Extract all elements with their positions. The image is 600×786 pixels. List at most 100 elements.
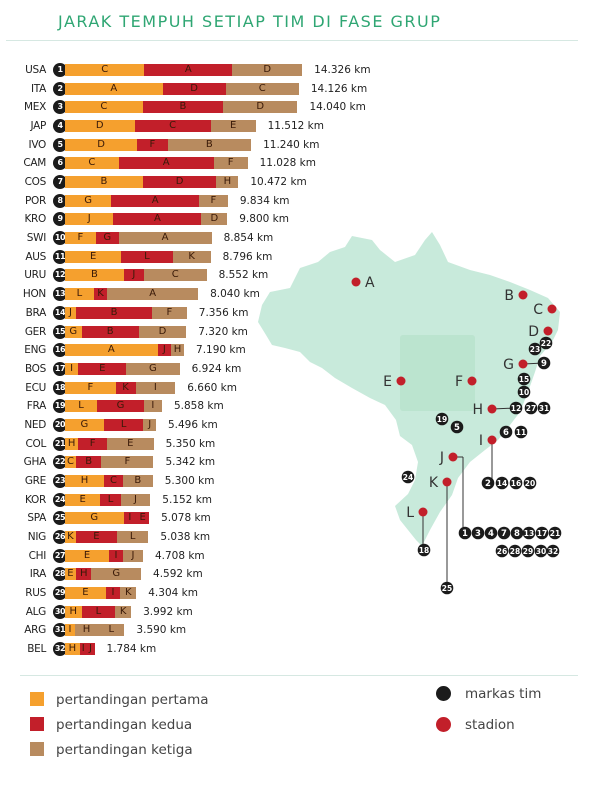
total-distance-label: 4.592 km: [153, 568, 203, 581]
team-number-badge: 32: [53, 642, 67, 657]
stadium-label: B: [504, 288, 514, 304]
team-hq-number: 28: [510, 547, 520, 556]
bar-segment-j: J: [65, 213, 114, 226]
team-number-badge: 1: [53, 63, 67, 77]
legend-label: markas tim: [465, 686, 542, 702]
bar-segment-b: B: [75, 306, 153, 319]
bar-segment-f: F: [78, 437, 108, 450]
bar-segment-j: J: [86, 643, 95, 656]
total-distance-label: 5.078 km: [161, 512, 211, 525]
stadium-marker-i: [487, 435, 497, 445]
team-code: ECU: [25, 381, 46, 394]
team-code: FRA: [26, 400, 47, 413]
divider: [20, 675, 578, 676]
team-hq-marker: [497, 526, 511, 540]
team-code: URU: [24, 269, 46, 282]
team-hq-marker: [509, 401, 523, 415]
total-distance-label: 5.496 km: [167, 418, 218, 431]
total-distance-label: 8.796 km: [222, 250, 273, 263]
total-distance-label: 5.342 km: [165, 456, 216, 469]
bar-segment-g: G: [65, 418, 104, 431]
team-hq-number: 4: [488, 529, 494, 539]
team-hq-marker: [546, 544, 560, 558]
team-code: ALG: [25, 605, 47, 618]
bar-segment-j: J: [65, 306, 76, 319]
team-number-badge: 27: [53, 548, 67, 563]
team-hq-marker: [535, 526, 549, 540]
bar-segment-d: D: [232, 64, 303, 76]
team-hq-marker: [523, 476, 537, 490]
bar-segment-g: G: [65, 194, 112, 207]
team-hq-number: 7: [501, 529, 507, 539]
legend-label: stadion: [465, 717, 515, 733]
team-hq-marker: [528, 342, 542, 356]
team-hq-marker: [537, 401, 551, 415]
team-hq-marker: [537, 356, 551, 370]
team-hq-number: 13: [524, 529, 534, 538]
bar-segment-d: D: [65, 138, 138, 151]
team-hq-number: 14: [497, 479, 507, 488]
team-number-badge: 3: [53, 100, 67, 115]
team-number-badge: 20: [53, 417, 67, 432]
bar-segment-i: I: [105, 587, 121, 600]
bar-segment-h: H: [65, 605, 82, 618]
total-distance-label: 5.038 km: [160, 531, 211, 543]
team-hq-marker: [495, 544, 509, 558]
bar-segment-e: E: [65, 568, 76, 581]
legend-swatch: [30, 692, 44, 706]
team-hq-number: 32: [548, 547, 558, 556]
bar-segment-k: K: [115, 381, 136, 394]
team-hq-marker: [539, 336, 553, 350]
stadium-marker-c: [547, 304, 557, 314]
bar-segment-g: G: [95, 232, 119, 245]
team-number-badge: 24: [53, 492, 67, 507]
team-hq-number: 8: [514, 529, 520, 539]
team-hq-marker: [522, 526, 536, 540]
total-distance-label: 7.356 km: [198, 306, 249, 319]
bar-segment-a: A: [118, 157, 214, 170]
bar-segment-b: B: [81, 325, 139, 338]
bar-segment-d: D: [138, 325, 187, 338]
bar-segment-j: J: [143, 418, 156, 431]
bar-segment-c: C: [104, 474, 123, 487]
stadium-label: F: [455, 374, 463, 390]
team-number-badge: 8: [53, 193, 67, 208]
team-hq-number: 26: [497, 547, 507, 556]
stadium-marker-f: [467, 376, 477, 386]
bar-segment-d: D: [142, 176, 217, 189]
team-code: COS: [24, 176, 47, 189]
bar-segment-b: B: [65, 176, 143, 189]
stadium-marker-d: [543, 326, 553, 336]
bar-segment-c: C: [65, 456, 76, 469]
team-number-badge: 17: [53, 361, 67, 376]
team-number-badge: 6: [53, 156, 67, 171]
stadium-label: E: [383, 374, 392, 390]
team-hq-marker: [508, 544, 522, 558]
team-hq-number: 21: [550, 529, 560, 538]
legend-match1: pertandingan pertama: [30, 692, 209, 708]
bar-segment-c: C: [225, 82, 299, 95]
total-distance-label: 11.028 km: [259, 157, 316, 170]
team-number-badge: 26: [53, 530, 67, 544]
team-hq-number: 2: [485, 479, 491, 489]
bar-segment-j: J: [123, 269, 144, 282]
stadium-label: I: [479, 433, 483, 449]
team-hq-number: 11: [516, 428, 526, 437]
bar-segment-h: H: [170, 344, 185, 357]
team-number-badge: 29: [53, 586, 67, 601]
team-number-badge: 14: [53, 305, 67, 320]
legend-label: pertandingan pertama: [56, 692, 209, 708]
team-code: HON: [22, 288, 46, 301]
team-number-badge: 22: [53, 455, 67, 470]
team-number-badge: 30: [53, 604, 67, 619]
